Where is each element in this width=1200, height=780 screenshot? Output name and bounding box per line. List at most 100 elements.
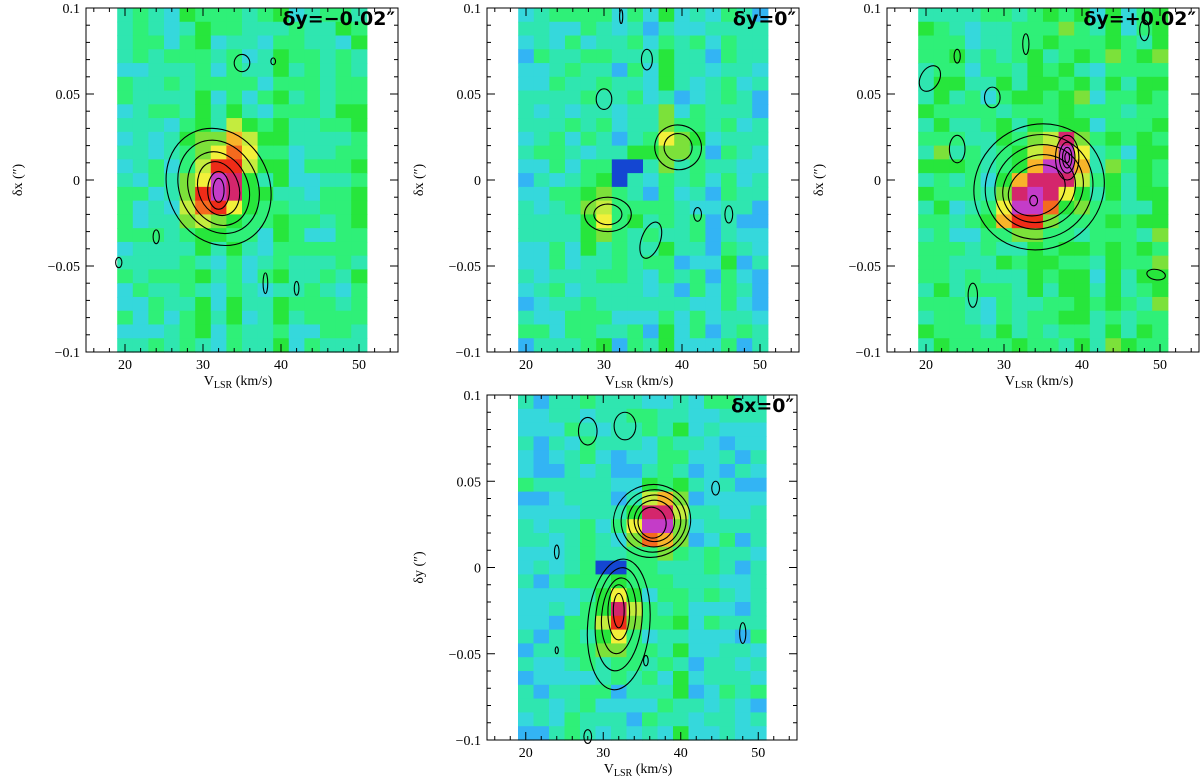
heatmap-cell (721, 173, 738, 188)
heatmap-cell (1058, 90, 1075, 105)
heatmap-cell (335, 104, 352, 119)
heatmap-cell (351, 159, 368, 174)
heatmap-cell (1027, 118, 1044, 133)
heatmap-cell (518, 588, 535, 603)
heatmap-cell (242, 228, 259, 243)
heatmap-cell (719, 519, 736, 534)
heatmap-cell (595, 615, 612, 631)
heatmap-cell (689, 186, 706, 202)
heatmap-cell (533, 296, 550, 312)
contour-line (1064, 151, 1071, 164)
heatmap-cell (565, 90, 582, 105)
heatmap-cell (179, 76, 196, 92)
heatmap-cell (996, 228, 1013, 243)
heatmap-cell (611, 684, 628, 700)
heatmap-cell (735, 629, 752, 644)
heatmap-cell (996, 310, 1013, 326)
heatmap-cell (643, 186, 660, 202)
heatmap-cell (351, 296, 368, 312)
heatmap-cell (580, 8, 597, 23)
heatmap-cell (518, 214, 535, 229)
heatmap-cell (533, 726, 550, 741)
heatmap-cell (533, 533, 550, 548)
heatmap-cell (736, 35, 753, 50)
heatmap-cell (752, 145, 769, 160)
heatmap-cell (673, 657, 690, 672)
heatmap-cell (210, 76, 227, 92)
heatmap-cell (335, 283, 352, 298)
heatmap-cell (226, 255, 243, 271)
heatmap-cell (1011, 296, 1028, 312)
heatmap-cell (518, 408, 535, 424)
heatmap-cell (657, 629, 674, 644)
heatmap-cell (549, 145, 566, 160)
heatmap-cell (320, 310, 337, 326)
heatmap-cell (1058, 21, 1075, 37)
heatmap-cell (736, 159, 753, 174)
heatmap-cell (117, 49, 134, 64)
heatmap-cell (719, 712, 736, 727)
heatmap-cell (918, 104, 935, 119)
heatmap-cell (288, 131, 305, 147)
heatmap-cell (1152, 21, 1169, 37)
heatmap-cell (965, 49, 982, 64)
heatmap-cell (549, 118, 566, 133)
heatmap-cell (179, 21, 196, 37)
heatmap-cell (1121, 324, 1138, 339)
heatmap-cell (164, 255, 181, 271)
heatmap-cell (518, 505, 535, 520)
heatmap-cell (705, 186, 722, 202)
heatmap-cell (1152, 296, 1169, 312)
heatmap-cell (705, 241, 722, 257)
heatmap-cell (627, 338, 644, 353)
heatmap-cell (657, 450, 674, 465)
heatmap-cell (1043, 173, 1060, 188)
heatmap-cell (949, 49, 966, 64)
heatmap-cell (549, 283, 566, 298)
heatmap-cell (673, 602, 690, 617)
heatmap-cell (918, 255, 935, 271)
heatmap-cell (642, 657, 659, 672)
heatmap-cell (1105, 173, 1122, 188)
heatmap-cell (1074, 63, 1091, 78)
heatmap-cell (335, 310, 352, 326)
heatmap-cell (1011, 8, 1028, 23)
heatmap-cell (736, 241, 753, 257)
heatmap-cell (565, 173, 582, 188)
heatmap-cell (611, 131, 628, 147)
heatmap-cell (304, 186, 321, 202)
heatmap-cell (518, 560, 535, 575)
heatmap-cell (335, 145, 352, 160)
heatmap-cell (1058, 324, 1075, 339)
heatmap-cell (533, 35, 550, 50)
heatmap-cell (148, 21, 165, 37)
heatmap-cell (533, 338, 550, 353)
heatmap-cell (549, 324, 566, 339)
heatmap-cell (674, 214, 691, 229)
heatmap-cell (721, 131, 738, 147)
y-tick-label: 0 (474, 174, 481, 189)
heatmap-cell (273, 173, 290, 188)
heatmap-cell (565, 255, 582, 271)
heatmap-cell (1011, 76, 1028, 92)
heatmap-cell (1152, 118, 1169, 133)
contour-line (600, 577, 637, 655)
heatmap-cell (580, 310, 597, 326)
heatmap-cell (735, 643, 752, 658)
heatmap-cell (533, 310, 550, 326)
heatmap-cell (1136, 131, 1153, 147)
heatmap-cell (132, 214, 149, 229)
heatmap-cell (642, 574, 659, 589)
heatmap-cell (719, 657, 736, 672)
heatmap-cell (580, 712, 597, 727)
heatmap-cell (1027, 186, 1044, 202)
heatmap-cell (735, 408, 752, 424)
heatmap-cell (304, 228, 321, 243)
heatmap-cell (179, 104, 196, 119)
heatmap-cell (1105, 241, 1122, 257)
heatmap-cell (643, 35, 660, 50)
heatmap-cell (996, 76, 1013, 92)
heatmap-cell (949, 228, 966, 243)
heatmap-cell (750, 574, 767, 589)
heatmap-cell (210, 283, 227, 298)
